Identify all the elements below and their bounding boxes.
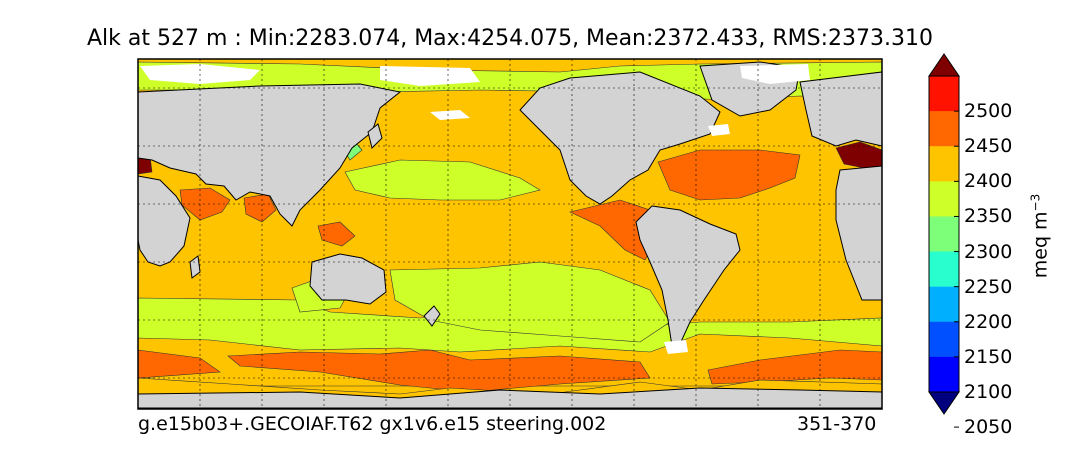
eurasia	[137, 83, 402, 227]
madagascar	[189, 255, 201, 279]
north-atlantic-high	[657, 149, 801, 201]
sea-ice-layer	[140, 64, 810, 354]
figure-title: Alk at 527 m : Min:2283.074, Max:4254.07…	[86, 26, 933, 51]
australia	[309, 253, 387, 305]
colorbar-extend-min	[928, 391, 960, 415]
south-america	[635, 205, 741, 347]
graticule	[138, 59, 882, 409]
colorbar-band	[929, 181, 959, 217]
colorbar-band	[929, 251, 959, 288]
colorbar-tick-label: 2300	[964, 240, 1013, 263]
map-frame	[137, 58, 883, 410]
indonesia-high	[317, 221, 356, 247]
colorbar	[928, 53, 960, 428]
run-label: g.e15b03+.GECOIAF.T62 gx1v6.e15 steering…	[138, 413, 607, 435]
europe-west	[799, 71, 883, 147]
colorbar-band	[929, 286, 959, 323]
colorbar-tick-label: 2400	[964, 170, 1013, 193]
period-label: 351-370	[797, 413, 877, 435]
colorbar-tick-label: 2050	[964, 416, 1013, 439]
colorbar-frame	[928, 75, 960, 393]
antarctica	[137, 387, 883, 409]
colorbar-band	[929, 356, 959, 393]
colorbar-units: meq m−3	[1028, 193, 1052, 279]
colorbar-tick-label: 2250	[964, 275, 1013, 298]
new-zealand	[423, 305, 441, 327]
colorbar-band	[929, 321, 959, 358]
colorbar-tick-label: 2450	[964, 135, 1013, 158]
north-america	[519, 71, 721, 205]
southern-ring-orange	[227, 349, 651, 393]
colorbar-tick-label: 2500	[964, 100, 1013, 123]
colorbar-tick-label: 2200	[964, 310, 1013, 333]
japan	[367, 123, 383, 149]
colorbar-tick-label: 2100	[964, 381, 1013, 403]
colorbar-band	[929, 146, 959, 182]
colorbar-tick-label: 2350	[964, 205, 1013, 228]
colorbar-extend-max	[928, 53, 960, 77]
map-panel	[137, 58, 883, 410]
north-pacific-gyre	[344, 159, 541, 201]
colorbar-band	[929, 216, 959, 253]
colorbar-band	[929, 76, 959, 112]
land-layer	[137, 61, 883, 409]
colorbar-tick-label: 2150	[964, 345, 1013, 368]
colorbar-band	[929, 111, 959, 147]
